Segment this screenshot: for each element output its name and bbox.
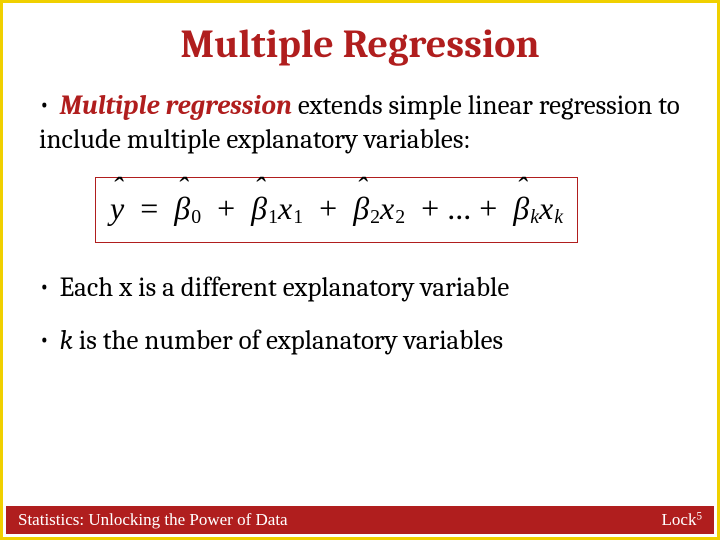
eq-x1: x (278, 190, 292, 226)
eq-subk: k (530, 206, 539, 228)
bullet-2: • Each x is a different explanatory vari… (39, 271, 681, 305)
bullet-3-text: is the number of explanatory variables (73, 325, 503, 356)
eq-xk: x (539, 190, 553, 226)
footer-bar: Statistics: Unlocking the Power of Data … (6, 506, 714, 534)
eq-xsub1: 1 (293, 206, 303, 228)
eq-beta1: β (251, 186, 267, 231)
equation-box: y = β0 + β1x1 + β2x2 + ... + βkxk (95, 177, 578, 243)
bullet-dot: • (39, 90, 50, 118)
bullet-2-text: Each x is a different explanatory variab… (60, 272, 510, 303)
eq-beta2: β (353, 186, 369, 231)
bullet-1: • Multiple regression extends simple lin… (39, 89, 681, 157)
eq-sub2: 2 (370, 206, 380, 228)
eq-xsubk: k (554, 206, 563, 228)
bullet-3: • k is the number of explanatory variabl… (39, 324, 681, 358)
eq-xsub2: 2 (395, 206, 405, 228)
footer-right-base: Lock (662, 510, 697, 529)
slide-frame: Multiple Regression • Multiple regressio… (0, 0, 720, 540)
footer-right-sup: 5 (696, 510, 702, 522)
footer-right: Lock5 (662, 510, 702, 530)
slide-body: • Multiple regression extends simple lin… (3, 89, 717, 358)
eq-x2: x (380, 190, 394, 226)
bullet-3-k: k (60, 325, 73, 356)
eq-sub0: 0 (191, 206, 201, 228)
slide-title: Multiple Regression (3, 21, 717, 67)
bullet-1-term: Multiple regression (60, 90, 292, 121)
bullet-dot: • (39, 272, 50, 300)
eq-betak: β (513, 186, 529, 231)
eq-beta0: β (174, 186, 190, 231)
bullet-dot: • (39, 325, 50, 353)
equation-container: y = β0 + β1x1 + β2x2 + ... + βkxk (95, 177, 681, 243)
eq-sub1: 1 (268, 206, 278, 228)
footer-left: Statistics: Unlocking the Power of Data (18, 510, 288, 530)
eq-yhat: y (110, 186, 124, 231)
